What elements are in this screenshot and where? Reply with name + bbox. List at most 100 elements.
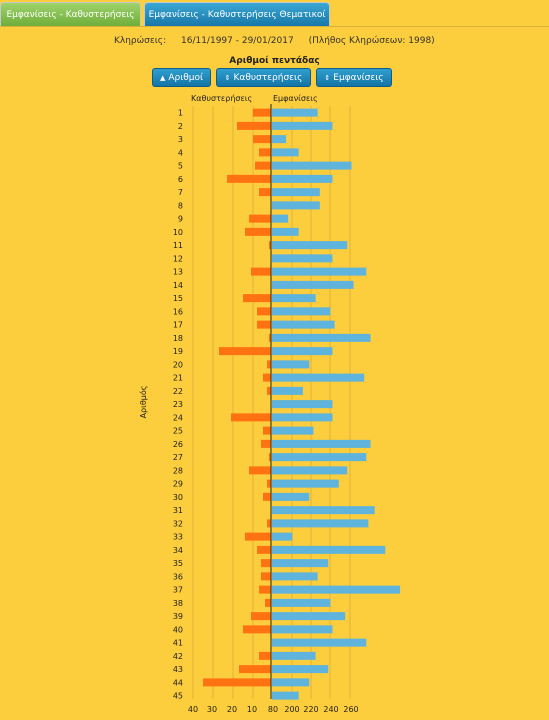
- delay-bar: [227, 174, 271, 183]
- appearance-bar: [272, 267, 367, 276]
- delay-bar: [245, 227, 271, 236]
- delay-bar: [251, 267, 271, 276]
- delay-bar: [249, 466, 271, 475]
- appearance-bar: [272, 651, 316, 660]
- category-label: 30: [173, 493, 183, 502]
- delay-bar: [249, 214, 271, 223]
- sort-delays-button[interactable]: ⇕ Καθυστερήσεις: [216, 68, 311, 87]
- category-label: 11: [173, 241, 183, 250]
- delay-bar: [267, 519, 271, 528]
- appearance-bar: [272, 453, 367, 462]
- appearance-bar: [272, 479, 339, 488]
- category-label: 23: [173, 400, 183, 409]
- appearance-bar: [272, 214, 289, 223]
- appearance-bar: [272, 188, 320, 197]
- appearance-bar: [272, 585, 401, 594]
- category-label: 15: [173, 294, 183, 303]
- category-label: 41: [173, 639, 183, 648]
- tab-bar: Εμφανίσεις - Καθυστερήσεις Εμφανίσεις - …: [0, 0, 549, 26]
- chart-title: Αριθμοί πεντάδας: [229, 56, 320, 66]
- category-label: 40: [173, 625, 183, 634]
- x-tick-label-left: 10: [247, 705, 257, 714]
- tab-appearances-delays-thematic[interactable]: Εμφανίσεις - Καθυστερήσεις Θεματικοί: [144, 2, 330, 26]
- sort-delays-label: Καθυστερήσεις: [233, 73, 303, 83]
- x-tick-label-right: 240: [323, 705, 338, 714]
- draws-range: 16/11/1997 - 29/01/2017: [181, 36, 294, 46]
- appearance-bar: [272, 492, 310, 501]
- delay-bar: [259, 188, 271, 197]
- category-label: 18: [173, 334, 183, 343]
- appearance-bar: [272, 612, 346, 621]
- appearance-bar: [272, 201, 320, 210]
- delay-bar: [237, 121, 271, 130]
- x-tick-label-left: 40: [188, 705, 198, 714]
- delay-bar: [219, 347, 271, 356]
- category-label: 4: [178, 148, 183, 157]
- appearance-bar: [272, 545, 386, 554]
- sort-up-icon: ▲: [159, 74, 166, 82]
- sort-updown-icon: ⇕: [324, 74, 331, 82]
- category-label: 20: [173, 360, 183, 369]
- category-label: 17: [173, 321, 183, 330]
- appearance-bar: [272, 665, 329, 674]
- appearance-bar: [272, 121, 333, 130]
- category-label: 31: [173, 506, 183, 515]
- appearance-bar: [272, 307, 331, 316]
- delay-bar: [261, 439, 271, 448]
- delay-bar: [257, 545, 271, 554]
- delay-bar: [243, 625, 271, 634]
- category-label: 34: [173, 546, 183, 555]
- category-label: 8: [178, 201, 183, 210]
- sort-numbers-label: Αριθμοί: [168, 73, 204, 83]
- tab-appearances-delays[interactable]: Εμφανίσεις - Καθυστερήσεις: [0, 2, 141, 26]
- x-tick-label-left: 30: [207, 705, 217, 714]
- delay-bar: [257, 307, 271, 316]
- category-label: 28: [173, 466, 183, 475]
- delay-bar: [259, 148, 271, 157]
- appearance-bar: [272, 280, 354, 289]
- category-label: 22: [173, 387, 183, 396]
- delay-bar: [255, 161, 271, 170]
- appearance-bar: [272, 254, 333, 263]
- left-column-label: Καθυστερήσεις: [191, 94, 253, 103]
- delay-bar: [251, 612, 271, 621]
- appearance-bar: [272, 320, 335, 329]
- tab-divider: [0, 26, 549, 27]
- delay-bar: [253, 135, 271, 144]
- delay-bar: [257, 320, 271, 329]
- delay-bar: [267, 479, 271, 488]
- appearance-bar: [272, 638, 367, 647]
- appearance-bar: [272, 386, 303, 395]
- category-label: 19: [173, 347, 183, 356]
- appearance-bar: [272, 506, 375, 515]
- appearance-bar: [272, 148, 299, 157]
- appearance-bar: [272, 294, 316, 303]
- x-tick-label-right: 80: [268, 705, 278, 714]
- y-axis-label: Αριθμός: [138, 386, 148, 419]
- delay-bar: [263, 373, 271, 382]
- category-label: 26: [173, 440, 183, 449]
- appearance-bar: [272, 439, 371, 448]
- appearance-bar: [272, 426, 314, 435]
- delay-bar: [259, 585, 271, 594]
- delay-bar: [259, 651, 271, 660]
- category-label: 36: [173, 572, 183, 581]
- delay-bar: [263, 492, 271, 501]
- category-label: 16: [173, 307, 183, 316]
- appearance-bar: [272, 333, 371, 342]
- category-label: 39: [173, 612, 183, 621]
- category-label: 43: [173, 665, 183, 674]
- category-label: 44: [173, 678, 183, 687]
- sort-numbers-button[interactable]: ▲ Αριθμοί: [152, 68, 211, 87]
- sort-appearances-button[interactable]: ⇕ Εμφανίσεις: [316, 68, 392, 87]
- delay-bar: [243, 294, 271, 303]
- appearance-bar: [272, 400, 333, 409]
- appearance-bar: [272, 373, 365, 382]
- draws-info: Κληρώσεις: 16/11/1997 - 29/01/2017 (Πλήθ…: [114, 36, 447, 46]
- delay-bar: [269, 453, 271, 462]
- x-tick-label-right: 200: [284, 705, 299, 714]
- right-column-label: Εμφανίσεις: [273, 94, 318, 103]
- delay-bar: [203, 678, 271, 687]
- appearance-bar: [272, 135, 286, 144]
